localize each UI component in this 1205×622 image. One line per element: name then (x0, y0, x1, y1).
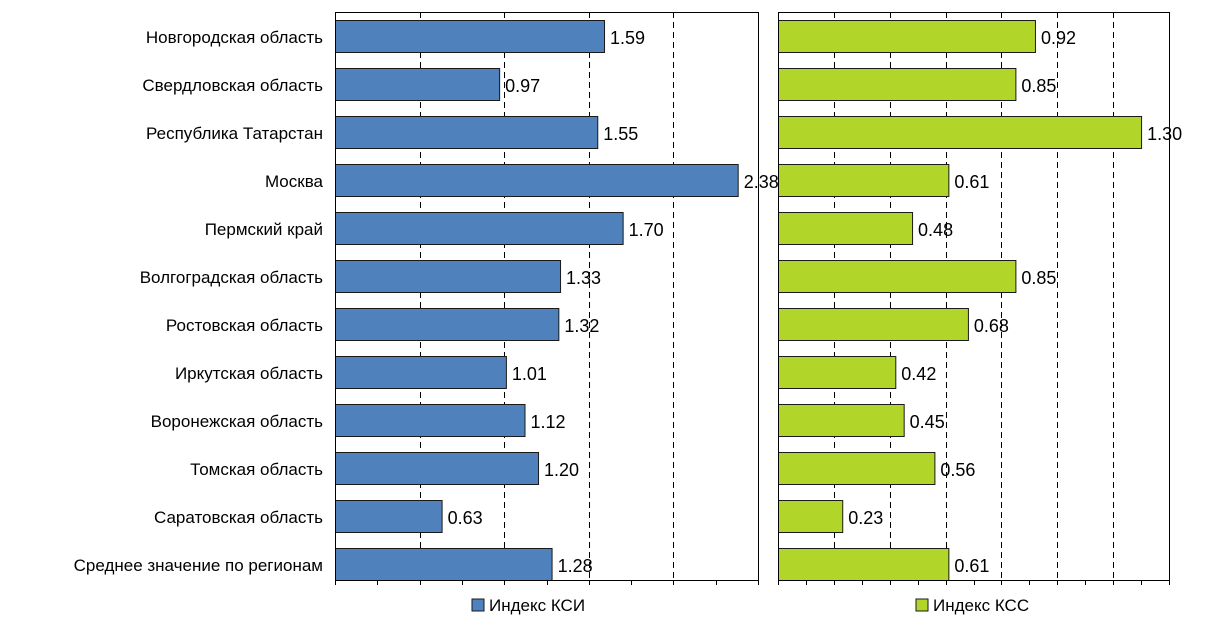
plot-frame-kss (778, 12, 1170, 581)
value-label-ksi: 1.28 (558, 556, 593, 576)
value-label-kss: 0.92 (1041, 28, 1076, 48)
category-label: Ростовская область (166, 316, 323, 335)
bar-ksi (335, 212, 624, 245)
bar-kss (778, 260, 1017, 293)
value-label-kss: 0.45 (910, 412, 945, 432)
value-label-kss: 0.42 (901, 364, 936, 384)
value-label-ksi: 1.20 (544, 460, 579, 480)
value-label-ksi: 1.70 (629, 220, 664, 240)
legend-swatch-ksi (471, 598, 485, 612)
bar-kss (778, 308, 969, 341)
bar-kss (778, 20, 1036, 53)
category-label: Томская область (190, 460, 323, 479)
value-label-ksi: 1.01 (512, 364, 547, 384)
bar-kss (778, 116, 1143, 149)
legend-label-kss: Индекс КСС (933, 596, 1029, 615)
labels-layer: Новгородская область Свердловская область… (74, 28, 1182, 576)
bars-layer (335, 20, 1143, 581)
category-label: Иркутская область (175, 364, 323, 383)
value-label-kss: 0.61 (954, 556, 989, 576)
bar-kss (778, 164, 950, 197)
category-label: Среднее значение по регионам (74, 556, 323, 575)
value-label-kss: 0.68 (974, 316, 1009, 336)
category-label: Новгородская область (146, 28, 323, 47)
value-label-ksi: 1.12 (531, 412, 566, 432)
legend-label-ksi: Индекс КСИ (489, 596, 585, 615)
value-label-ksi: 0.63 (448, 508, 483, 528)
bar-ksi (335, 308, 560, 341)
bar-kss (778, 404, 905, 437)
bar-ksi (335, 68, 501, 101)
frame-layer (335, 12, 1170, 581)
bar-kss (778, 500, 844, 533)
bar-ksi (335, 20, 606, 53)
bar-ksi (335, 356, 507, 389)
value-label-kss: 1.30 (1147, 124, 1182, 144)
value-label-kss: 0.61 (954, 172, 989, 192)
bar-kss (778, 212, 914, 245)
bar-ksi (335, 404, 526, 437)
category-label: Свердловская область (142, 76, 323, 95)
bar-ksi (335, 164, 739, 197)
bar-ksi (335, 500, 443, 533)
value-label-ksi: 1.59 (610, 28, 645, 48)
legend-layer: Индекс КСИ Индекс КСС (471, 596, 1029, 615)
category-label: Саратовская область (154, 508, 323, 527)
bar-kss (778, 452, 936, 485)
plot-frame-ksi (335, 12, 759, 581)
category-label: Москва (265, 172, 324, 191)
value-label-kss: 0.85 (1021, 268, 1056, 288)
bar-kss (778, 548, 950, 581)
legend-swatch-kss (915, 598, 929, 612)
bar-kss (778, 356, 897, 389)
bar-ksi (335, 548, 553, 581)
value-label-kss: 0.85 (1021, 76, 1056, 96)
category-label: Воронежская область (151, 412, 324, 431)
value-label-ksi: 1.33 (566, 268, 601, 288)
value-label-ksi: 0.97 (505, 76, 540, 96)
value-label-kss: 0.48 (918, 220, 953, 240)
bar-ksi (335, 116, 599, 149)
grid-layer (335, 12, 1170, 585)
category-label: Республика Татарстан (146, 124, 323, 143)
bar-ksi (335, 260, 562, 293)
category-label: Пермский край (205, 220, 323, 239)
category-label: Волгоградская область (140, 268, 323, 287)
value-label-ksi: 1.32 (564, 316, 599, 336)
value-label-ksi: 2.38 (744, 172, 779, 192)
bar-ksi (335, 452, 540, 485)
bar-kss (778, 68, 1017, 101)
value-label-kss: 0.23 (848, 508, 883, 528)
value-label-ksi: 1.55 (603, 124, 638, 144)
value-label-kss: 0.56 (940, 460, 975, 480)
